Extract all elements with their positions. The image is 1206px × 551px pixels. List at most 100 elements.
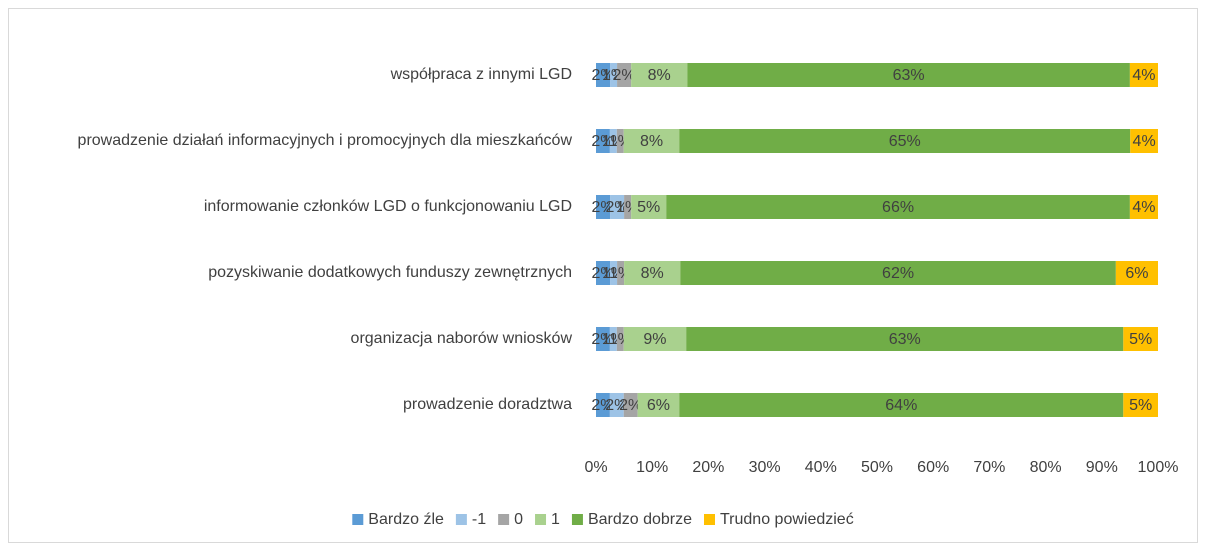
legend-swatch (498, 514, 510, 525)
data-label: 2% (591, 199, 614, 216)
data-label: 2% (613, 67, 636, 84)
x-tick-label: 20% (692, 459, 724, 476)
data-label: 4% (1132, 67, 1155, 84)
data-label: 5% (637, 199, 660, 216)
bar-segment (610, 195, 625, 219)
x-tick-label: 80% (1030, 459, 1062, 476)
data-label: 9% (643, 331, 666, 348)
legend-swatch (455, 514, 467, 525)
data-label: 66% (882, 199, 914, 216)
legend-swatch (535, 514, 547, 525)
y-tick-label: prowadzenie działań informacyjnych i pro… (77, 132, 572, 149)
legend-label: Trudno powiedzieć (720, 511, 854, 528)
legend-label: -1 (472, 511, 486, 528)
bar-segment (616, 327, 624, 351)
x-tick-label: 40% (805, 459, 837, 476)
data-label: 2% (619, 397, 642, 414)
data-label: 6% (1125, 265, 1148, 282)
bar-segment (617, 261, 625, 285)
x-tick-label: 50% (861, 459, 893, 476)
bar-segment (596, 327, 610, 351)
bar-segment (1129, 63, 1158, 87)
bar-segment (596, 393, 610, 417)
legend-label: Bardzo dobrze (588, 511, 692, 528)
bar-segment (623, 327, 687, 351)
bar-segment (1129, 195, 1158, 219)
y-tick-label: pozyskiwanie dodatkowych funduszy zewnęt… (208, 264, 572, 281)
data-label: 63% (889, 331, 921, 348)
bar-segment (609, 327, 617, 351)
legend-swatch (704, 514, 715, 525)
legend-label: 0 (514, 511, 523, 528)
bar-segment (610, 261, 618, 285)
category-label-box: organizacja naborów wniosków (12, 327, 572, 351)
bar-segment (666, 195, 1130, 219)
x-tick-label: 10% (636, 459, 668, 476)
bar-segment (1130, 129, 1158, 153)
bar-segment (679, 393, 1124, 417)
data-label: 6% (647, 397, 670, 414)
data-label: 5% (1129, 397, 1152, 414)
legend-swatch (571, 514, 583, 525)
bar-segment (1115, 261, 1158, 285)
y-tick-label: informowanie członków LGD o funkcjonowan… (203, 198, 572, 215)
bar-segment (637, 393, 680, 417)
category-label-box: prowadzenie doradztwa (12, 393, 572, 417)
data-label: 8% (648, 67, 671, 84)
bar-segment (610, 63, 618, 87)
x-tick-label: 100% (1138, 459, 1179, 476)
category-label-box: prowadzenie działań informacyjnych i pro… (12, 129, 572, 153)
data-label: 62% (882, 265, 914, 282)
y-tick-label: prowadzenie doradztwa (403, 396, 572, 413)
bar-segment (609, 129, 617, 153)
bar-segment (679, 129, 1131, 153)
category-label-box: informowanie członków LGD o funkcjonowan… (12, 195, 572, 219)
data-label: 2% (606, 199, 629, 216)
bar-segment (596, 195, 611, 219)
data-label: 2% (591, 397, 614, 414)
bar-segment (596, 129, 610, 153)
data-label: 5% (1129, 331, 1152, 348)
data-label: 4% (1132, 199, 1155, 216)
data-label: 2% (591, 67, 614, 84)
bar-segment (623, 129, 680, 153)
data-label: 2% (591, 133, 614, 150)
legend-swatch (352, 514, 364, 525)
bar-segment (686, 327, 1124, 351)
category-label-box: współpraca z innymi LGD (12, 63, 572, 87)
data-label: 2% (591, 331, 614, 348)
data-label: 8% (641, 265, 664, 282)
data-label: 63% (893, 67, 925, 84)
legend-label: Bardzo źle (368, 511, 444, 528)
bar-segment (631, 195, 667, 219)
bar-segment (624, 195, 632, 219)
x-tick-label: 30% (749, 459, 781, 476)
bar-segment (596, 63, 611, 87)
bar-segment (1123, 327, 1158, 351)
y-tick-label: współpraca z innymi LGD (390, 66, 572, 83)
bar-segment (687, 63, 1130, 87)
bar-segment (624, 261, 681, 285)
data-label: 8% (640, 133, 663, 150)
bar-segment (596, 261, 611, 285)
bar-segment (1123, 393, 1158, 417)
bar-segment (617, 63, 632, 87)
bar-segment (609, 393, 624, 417)
bar-segment (680, 261, 1116, 285)
data-label: 65% (889, 133, 921, 150)
x-tick-label: 0% (584, 459, 607, 476)
data-label: 2% (605, 397, 628, 414)
x-tick-label: 60% (917, 459, 949, 476)
bar-segment (631, 63, 688, 87)
category-label-box: pozyskiwanie dodatkowych funduszy zewnęt… (12, 261, 572, 285)
data-label: 4% (1133, 133, 1156, 150)
chart-frame (8, 8, 1198, 543)
x-tick-label: 70% (973, 459, 1005, 476)
x-tick-label: 90% (1086, 459, 1118, 476)
data-label: 2% (591, 265, 614, 282)
bar-segment (623, 393, 638, 417)
data-label: 64% (885, 397, 917, 414)
legend-label: 1 (551, 511, 560, 528)
